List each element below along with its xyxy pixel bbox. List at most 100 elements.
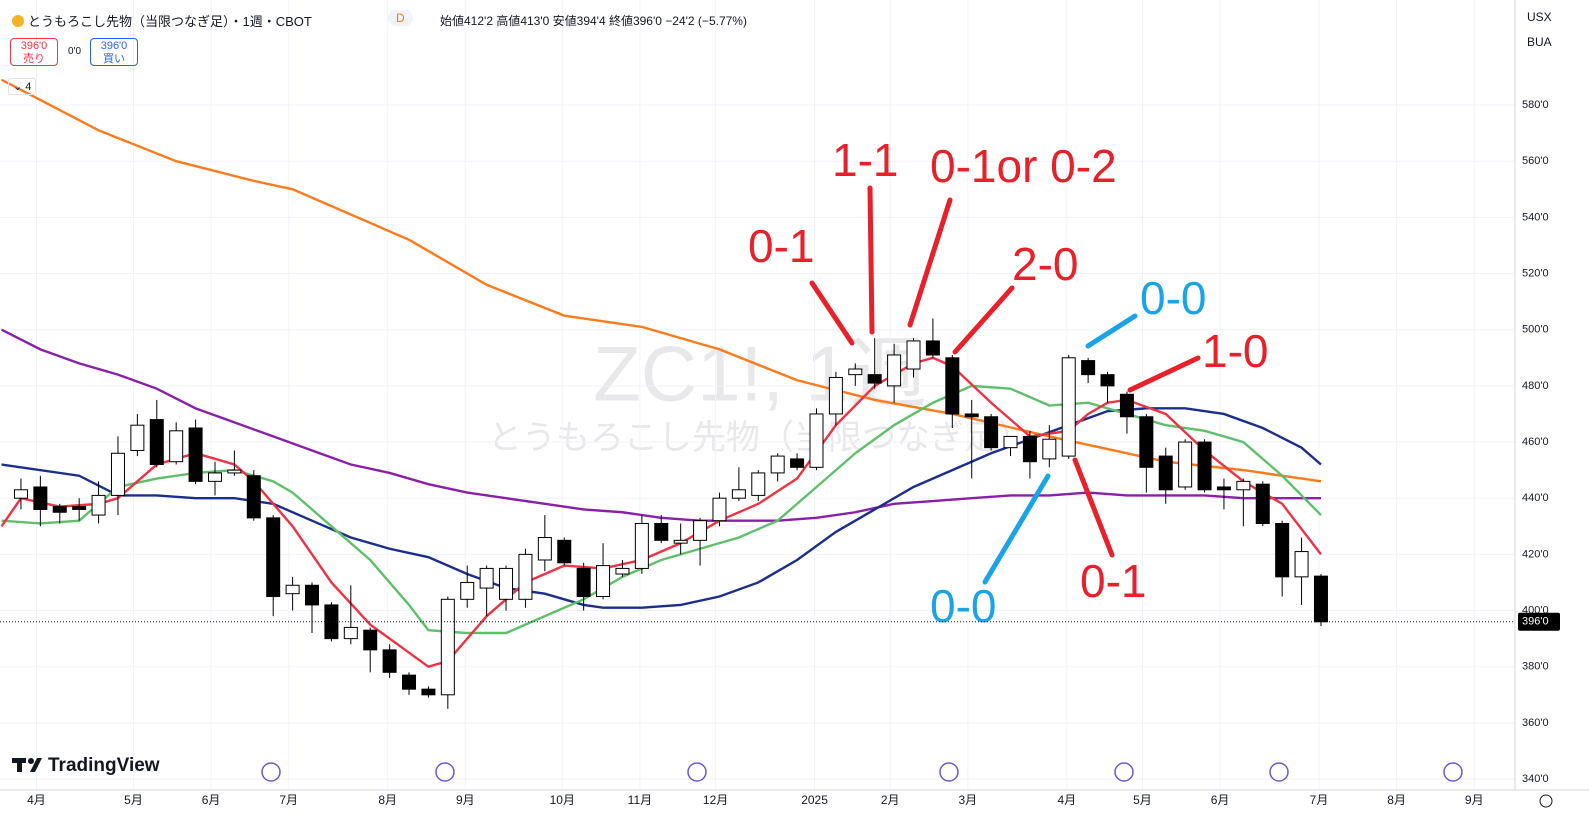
- ann-line: [867, 185, 875, 335]
- ann-line: [809, 280, 855, 346]
- candle-body: [1294, 551, 1309, 578]
- y-tick-label: 520'0: [1522, 267, 1549, 279]
- candle-body: [266, 517, 281, 598]
- indicator-toggle[interactable]: ⌄ 4: [8, 78, 37, 95]
- candle-body: [712, 497, 727, 522]
- ohlc: 始値412'2 高値413'0 安値394'4 終値396'0 −24'2 (−…: [440, 14, 747, 28]
- x-tick-label: 7月: [1310, 793, 1329, 807]
- candle-body: [382, 649, 397, 673]
- candle-body: [1119, 393, 1134, 418]
- candle-body: [421, 688, 436, 696]
- candle-body: [1216, 486, 1231, 491]
- sell-price: 396'0: [20, 40, 48, 52]
- badge[interactable]: D: [388, 10, 413, 26]
- brand: TradingView: [48, 755, 160, 776]
- x-tick-label: 9月: [1465, 793, 1484, 807]
- ann-line: [1085, 313, 1138, 349]
- candle-body: [906, 340, 921, 370]
- candle-body: [809, 413, 824, 468]
- x-tick-label: 8月: [378, 793, 397, 807]
- candle-body: [1197, 441, 1212, 491]
- candle-body: [984, 416, 999, 449]
- candle-body: [110, 452, 125, 496]
- candle-body: [72, 506, 87, 510]
- logo: [12, 758, 42, 772]
- annotation: 0-1: [748, 220, 814, 272]
- annotation: 0-1or 0-2: [930, 140, 1117, 192]
- sell-button[interactable]: 396'0 売り: [10, 38, 58, 66]
- candle-body: [1061, 357, 1076, 457]
- candle-body: [324, 604, 339, 640]
- annotation: 0-0: [1140, 272, 1206, 324]
- candle-body: [91, 494, 106, 516]
- x-tick-label: 5月: [124, 793, 143, 807]
- candle-body: [1158, 455, 1173, 491]
- candle-body: [499, 567, 514, 600]
- candle-body: [1178, 441, 1193, 488]
- candle-body: [130, 424, 145, 451]
- candle-body: [731, 489, 746, 499]
- symbol-text: とうもろこし先物（当限つなぎ足）・1週・CBOT: [28, 14, 312, 29]
- indicator-count: 4: [25, 81, 32, 93]
- candles: [13, 318, 1328, 709]
- candle-body: [207, 472, 222, 482]
- settings-icon[interactable]: [1539, 794, 1553, 808]
- x-tick-label: 4月: [27, 793, 46, 807]
- y-tick-label: 480'0: [1522, 380, 1549, 392]
- annotation: 2-0: [1012, 238, 1078, 290]
- candle-body: [537, 537, 552, 561]
- ma-line: [0, 356, 1322, 669]
- x-tick-label: 9月: [456, 793, 475, 807]
- candle-body: [1003, 435, 1018, 449]
- event-icons: [261, 762, 1463, 782]
- candle-body: [867, 374, 882, 384]
- candle-body: [460, 581, 475, 600]
- y-tick-label: 360'0: [1522, 717, 1549, 729]
- y-tick-label: 460'0: [1522, 436, 1549, 448]
- last-price-label: 396'0: [1522, 616, 1549, 628]
- x-tick-label: 6月: [202, 793, 221, 807]
- candle-body: [945, 357, 960, 415]
- y-tick-label: 560'0: [1522, 155, 1549, 167]
- ann-line: [1072, 457, 1115, 558]
- candle-body: [634, 522, 649, 569]
- candle-body: [1275, 522, 1290, 578]
- candle-body: [887, 354, 902, 387]
- candle-body: [52, 506, 67, 513]
- annotations: 0-1 1-1 0-1or 0-2 2-0 1-0 0-1 0-0 0-0: [748, 134, 1268, 632]
- x-tick-label: 7月: [279, 793, 298, 807]
- candle-body: [1100, 374, 1115, 387]
- y-tick-label: 540'0: [1522, 211, 1549, 223]
- candle-body: [305, 584, 320, 606]
- candle-body: [596, 565, 611, 598]
- candle-body: [654, 522, 669, 541]
- x-tick-label: 2025: [801, 793, 828, 807]
- annotation: 1-1: [832, 134, 898, 186]
- candle-body: [518, 553, 533, 600]
- annotation: 0-1: [1080, 555, 1146, 607]
- x-tick-label: 2月: [881, 793, 900, 807]
- candle-body: [1042, 438, 1057, 460]
- candle-body: [227, 469, 242, 474]
- candle-body: [557, 539, 572, 564]
- symbol-title: とうもろこし先物（当限つなぎ足）・1週・CBOT: [12, 11, 312, 30]
- candle-body: [848, 368, 863, 376]
- candle-body: [246, 475, 261, 519]
- buy-button[interactable]: 396'0 買い: [90, 38, 138, 66]
- unit2[interactable]: BUA: [1527, 35, 1552, 49]
- ann-line: [982, 473, 1051, 585]
- candle-body: [169, 430, 184, 463]
- candle-body: [1022, 435, 1037, 463]
- y-tick-label: 380'0: [1522, 661, 1549, 673]
- sell-label: 売り: [23, 53, 45, 65]
- unit[interactable]: USX: [1527, 10, 1552, 24]
- candle-body: [479, 567, 494, 589]
- x-tick-label: 3月: [958, 793, 977, 807]
- candle-body: [149, 419, 164, 466]
- candle-body: [13, 489, 28, 499]
- ma-line: [0, 78, 1322, 483]
- x-tick-label: 5月: [1133, 793, 1152, 807]
- candle-body: [188, 427, 203, 482]
- candle-body: [363, 629, 378, 651]
